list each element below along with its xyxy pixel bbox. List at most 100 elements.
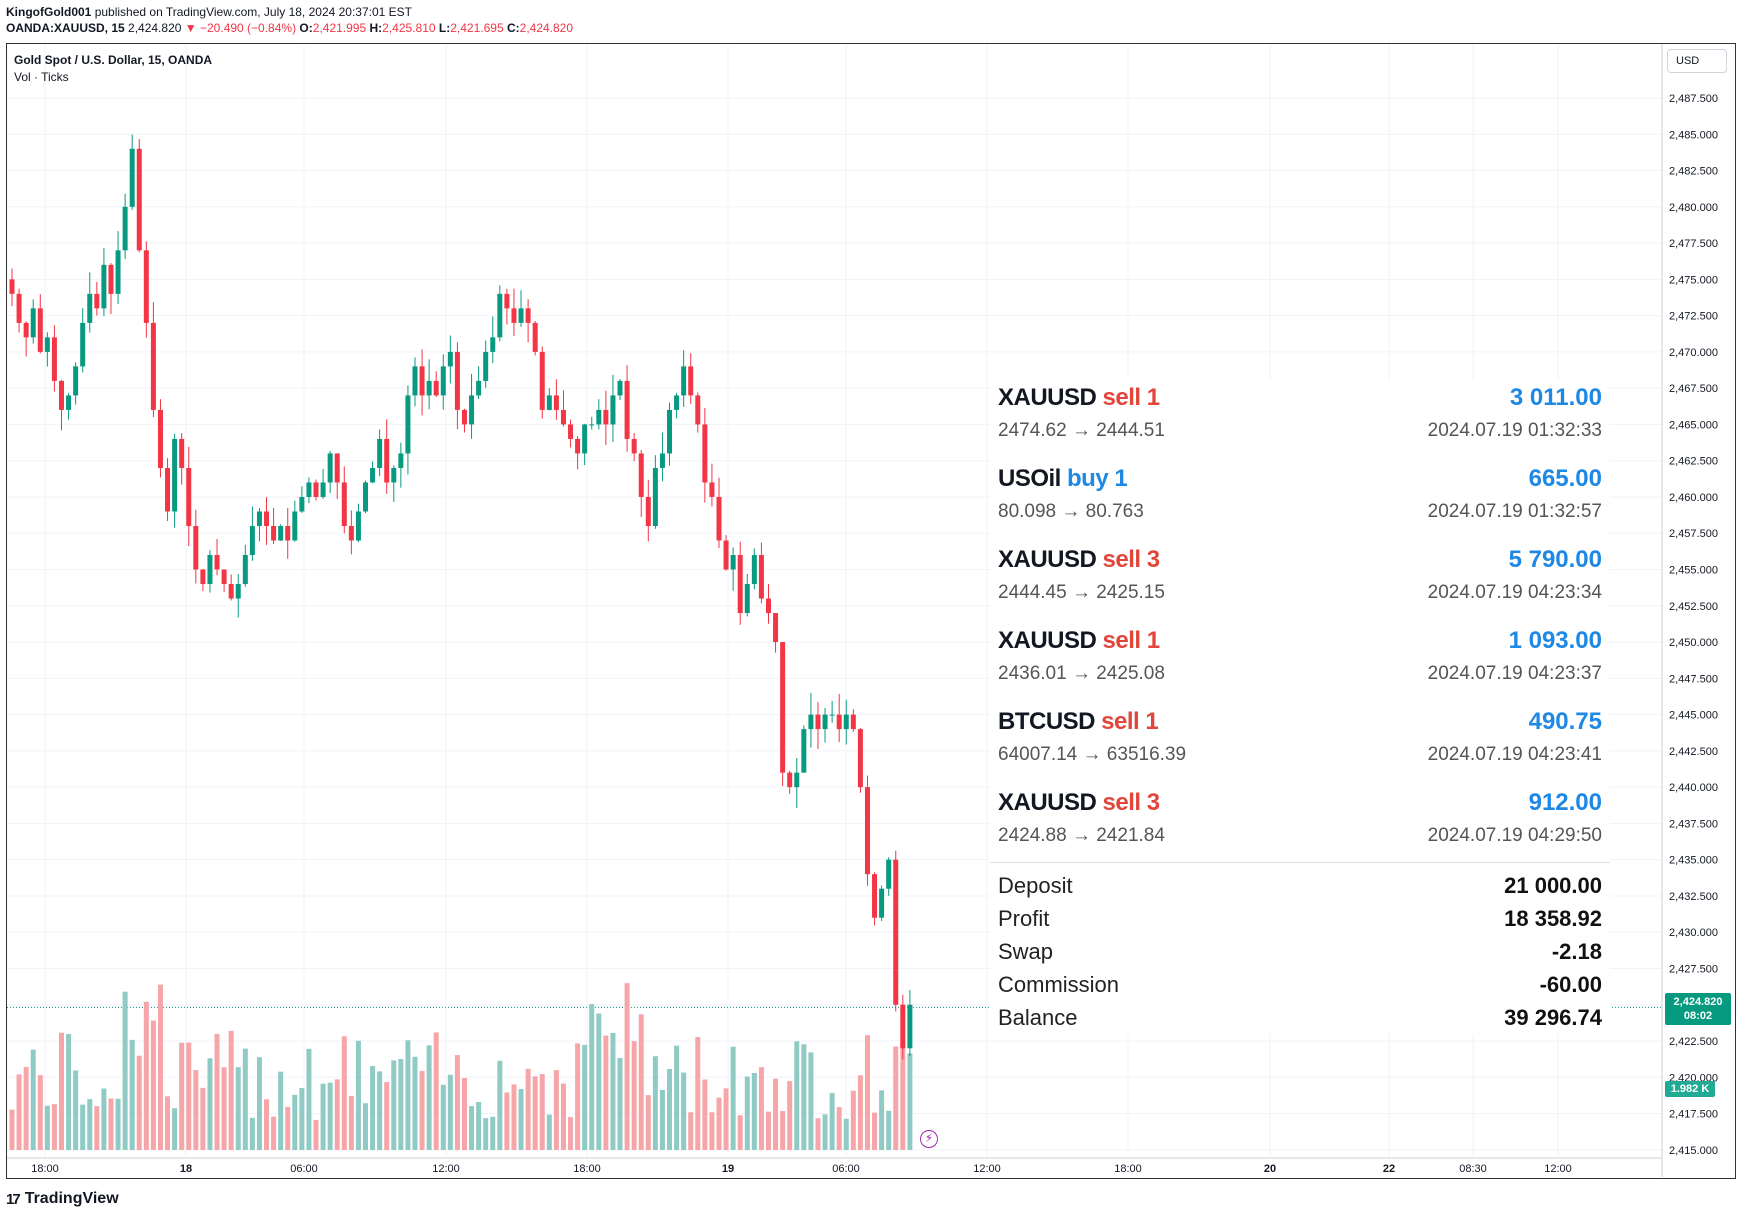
volume-bar (306, 1048, 312, 1150)
candle-body (815, 714, 821, 730)
candle-body (80, 322, 86, 367)
price-axis-label: 2,417.500 (1669, 1109, 1718, 1121)
candle-body (200, 569, 206, 585)
volume-bar (391, 1060, 397, 1150)
candle-body (532, 322, 538, 352)
volume-bar (115, 1098, 121, 1150)
candle-body (37, 308, 43, 352)
time-axis-label: 08:30 (1459, 1163, 1487, 1175)
volume-bar (58, 1032, 64, 1150)
candle-body (864, 787, 870, 875)
low-value: 2,421.695 (450, 21, 504, 35)
volume-bar (412, 1056, 418, 1150)
price-axis-label: 2,475.000 (1669, 274, 1718, 286)
volume-bar (271, 1116, 277, 1150)
candle-body (341, 482, 347, 526)
candle-body (667, 409, 673, 454)
price-axis-label: 2,477.500 (1669, 238, 1718, 250)
trade-symbol: XAUUSD sell 1 (998, 384, 1160, 411)
candle-body (73, 366, 79, 396)
last-price: 2,424.820 (128, 21, 182, 35)
volume-bar (186, 1042, 192, 1150)
candle-body (744, 584, 750, 614)
candle-body (30, 308, 36, 338)
volume-bar (490, 1116, 496, 1150)
trade-time: 2024.07.19 04:29:50 (1427, 825, 1602, 846)
volume-bar (136, 1055, 142, 1150)
candle-body (652, 467, 658, 526)
chart-frame[interactable] (6, 43, 1736, 1179)
volume-bar (207, 1058, 213, 1150)
candle-body (518, 308, 524, 323)
volume-bar (575, 1043, 581, 1150)
volume-bar (363, 1103, 368, 1150)
trade-profit: 3 011.00 (1509, 384, 1602, 411)
volume-bar (801, 1044, 807, 1150)
trade-side: buy 1 (1067, 465, 1128, 492)
time-axis-label: 19 (722, 1163, 734, 1175)
trade-profit: 5 790.00 (1508, 546, 1602, 573)
lightning-icon[interactable]: ⚡ (920, 1130, 938, 1148)
candle-body (16, 293, 22, 323)
chart-legend-title[interactable]: Gold Spot / U.S. Dollar, 15, OANDA (14, 53, 213, 67)
candle-body (384, 438, 390, 483)
candle-body (129, 148, 135, 207)
candle-body (157, 409, 163, 468)
current-price-tag: 2,424.820 08:02 (1665, 993, 1731, 1025)
time-axis-label: 18:00 (31, 1163, 59, 1175)
candle-body (822, 714, 828, 730)
trade-row: XAUUSD sell 1 3 011.00 2474.62 → 2444.51… (990, 380, 1610, 461)
volume-bar (355, 1040, 361, 1150)
price-axis-label: 2,480.000 (1669, 202, 1718, 214)
candle-body (179, 438, 185, 468)
volume-bar (638, 1014, 644, 1150)
trade-symbol: USOil buy 1 (998, 465, 1128, 492)
currency-selector[interactable]: USD (1667, 49, 1727, 73)
price-axis-label: 2,472.500 (1669, 311, 1718, 323)
candle-body (709, 482, 715, 497)
candle-body (419, 366, 425, 396)
candle-body (511, 308, 517, 323)
trade-prices: 2444.45 → 2425.15 (998, 582, 1165, 603)
candle-body (695, 395, 701, 425)
volume-bar (23, 1066, 29, 1150)
candle-body (101, 264, 107, 309)
candle-body (327, 453, 333, 483)
volume-bar (249, 1117, 255, 1150)
volume-bar (723, 1088, 729, 1150)
volume-bar (157, 984, 163, 1150)
volume-bar (143, 1001, 149, 1150)
volume-bar (525, 1068, 531, 1150)
time-axis-label: 18 (180, 1163, 192, 1175)
volume-bar (560, 1083, 566, 1150)
candle-body (582, 424, 588, 454)
trade-symbol: BTCUSD sell 1 (998, 708, 1159, 735)
volume-bar (87, 1099, 93, 1150)
candle-body (596, 409, 602, 425)
trade-prices: 64007.14 → 63516.39 (998, 744, 1187, 765)
candle-body (674, 395, 680, 410)
volume-bar (829, 1093, 835, 1150)
symbol-line: OANDA:XAUUSD, 15 2,424.820 ▼ −20.490 (−0… (6, 21, 573, 35)
time-axis-label: 12:00 (973, 1163, 1001, 1175)
volume-bar (94, 1106, 100, 1150)
time-axis-label: 20 (1264, 1163, 1276, 1175)
volume-bar (327, 1082, 333, 1150)
bar-countdown: 08:02 (1683, 1010, 1713, 1022)
trade-side: sell 3 (1102, 546, 1161, 573)
price-axis-label: 2,482.500 (1669, 166, 1718, 178)
candle-body (808, 714, 814, 730)
volume-bar (808, 1052, 814, 1150)
price-axis-label: 2,462.500 (1669, 456, 1718, 468)
candle-body (405, 395, 411, 454)
volume-legend[interactable]: Vol · Ticks (14, 70, 69, 84)
trade-prices: 80.098 → 80.763 (998, 501, 1144, 522)
candle-body (659, 453, 665, 468)
summary-deposit: Deposit 21 000.00 (998, 873, 1602, 898)
price-axis-label: 2,457.500 (1669, 528, 1718, 540)
price-axis-label: 2,487.500 (1669, 93, 1718, 105)
volume-bar (235, 1067, 241, 1150)
volume-bar (37, 1075, 43, 1150)
volume-bar (377, 1071, 383, 1150)
price-axis-label: 2,467.500 (1669, 383, 1718, 395)
